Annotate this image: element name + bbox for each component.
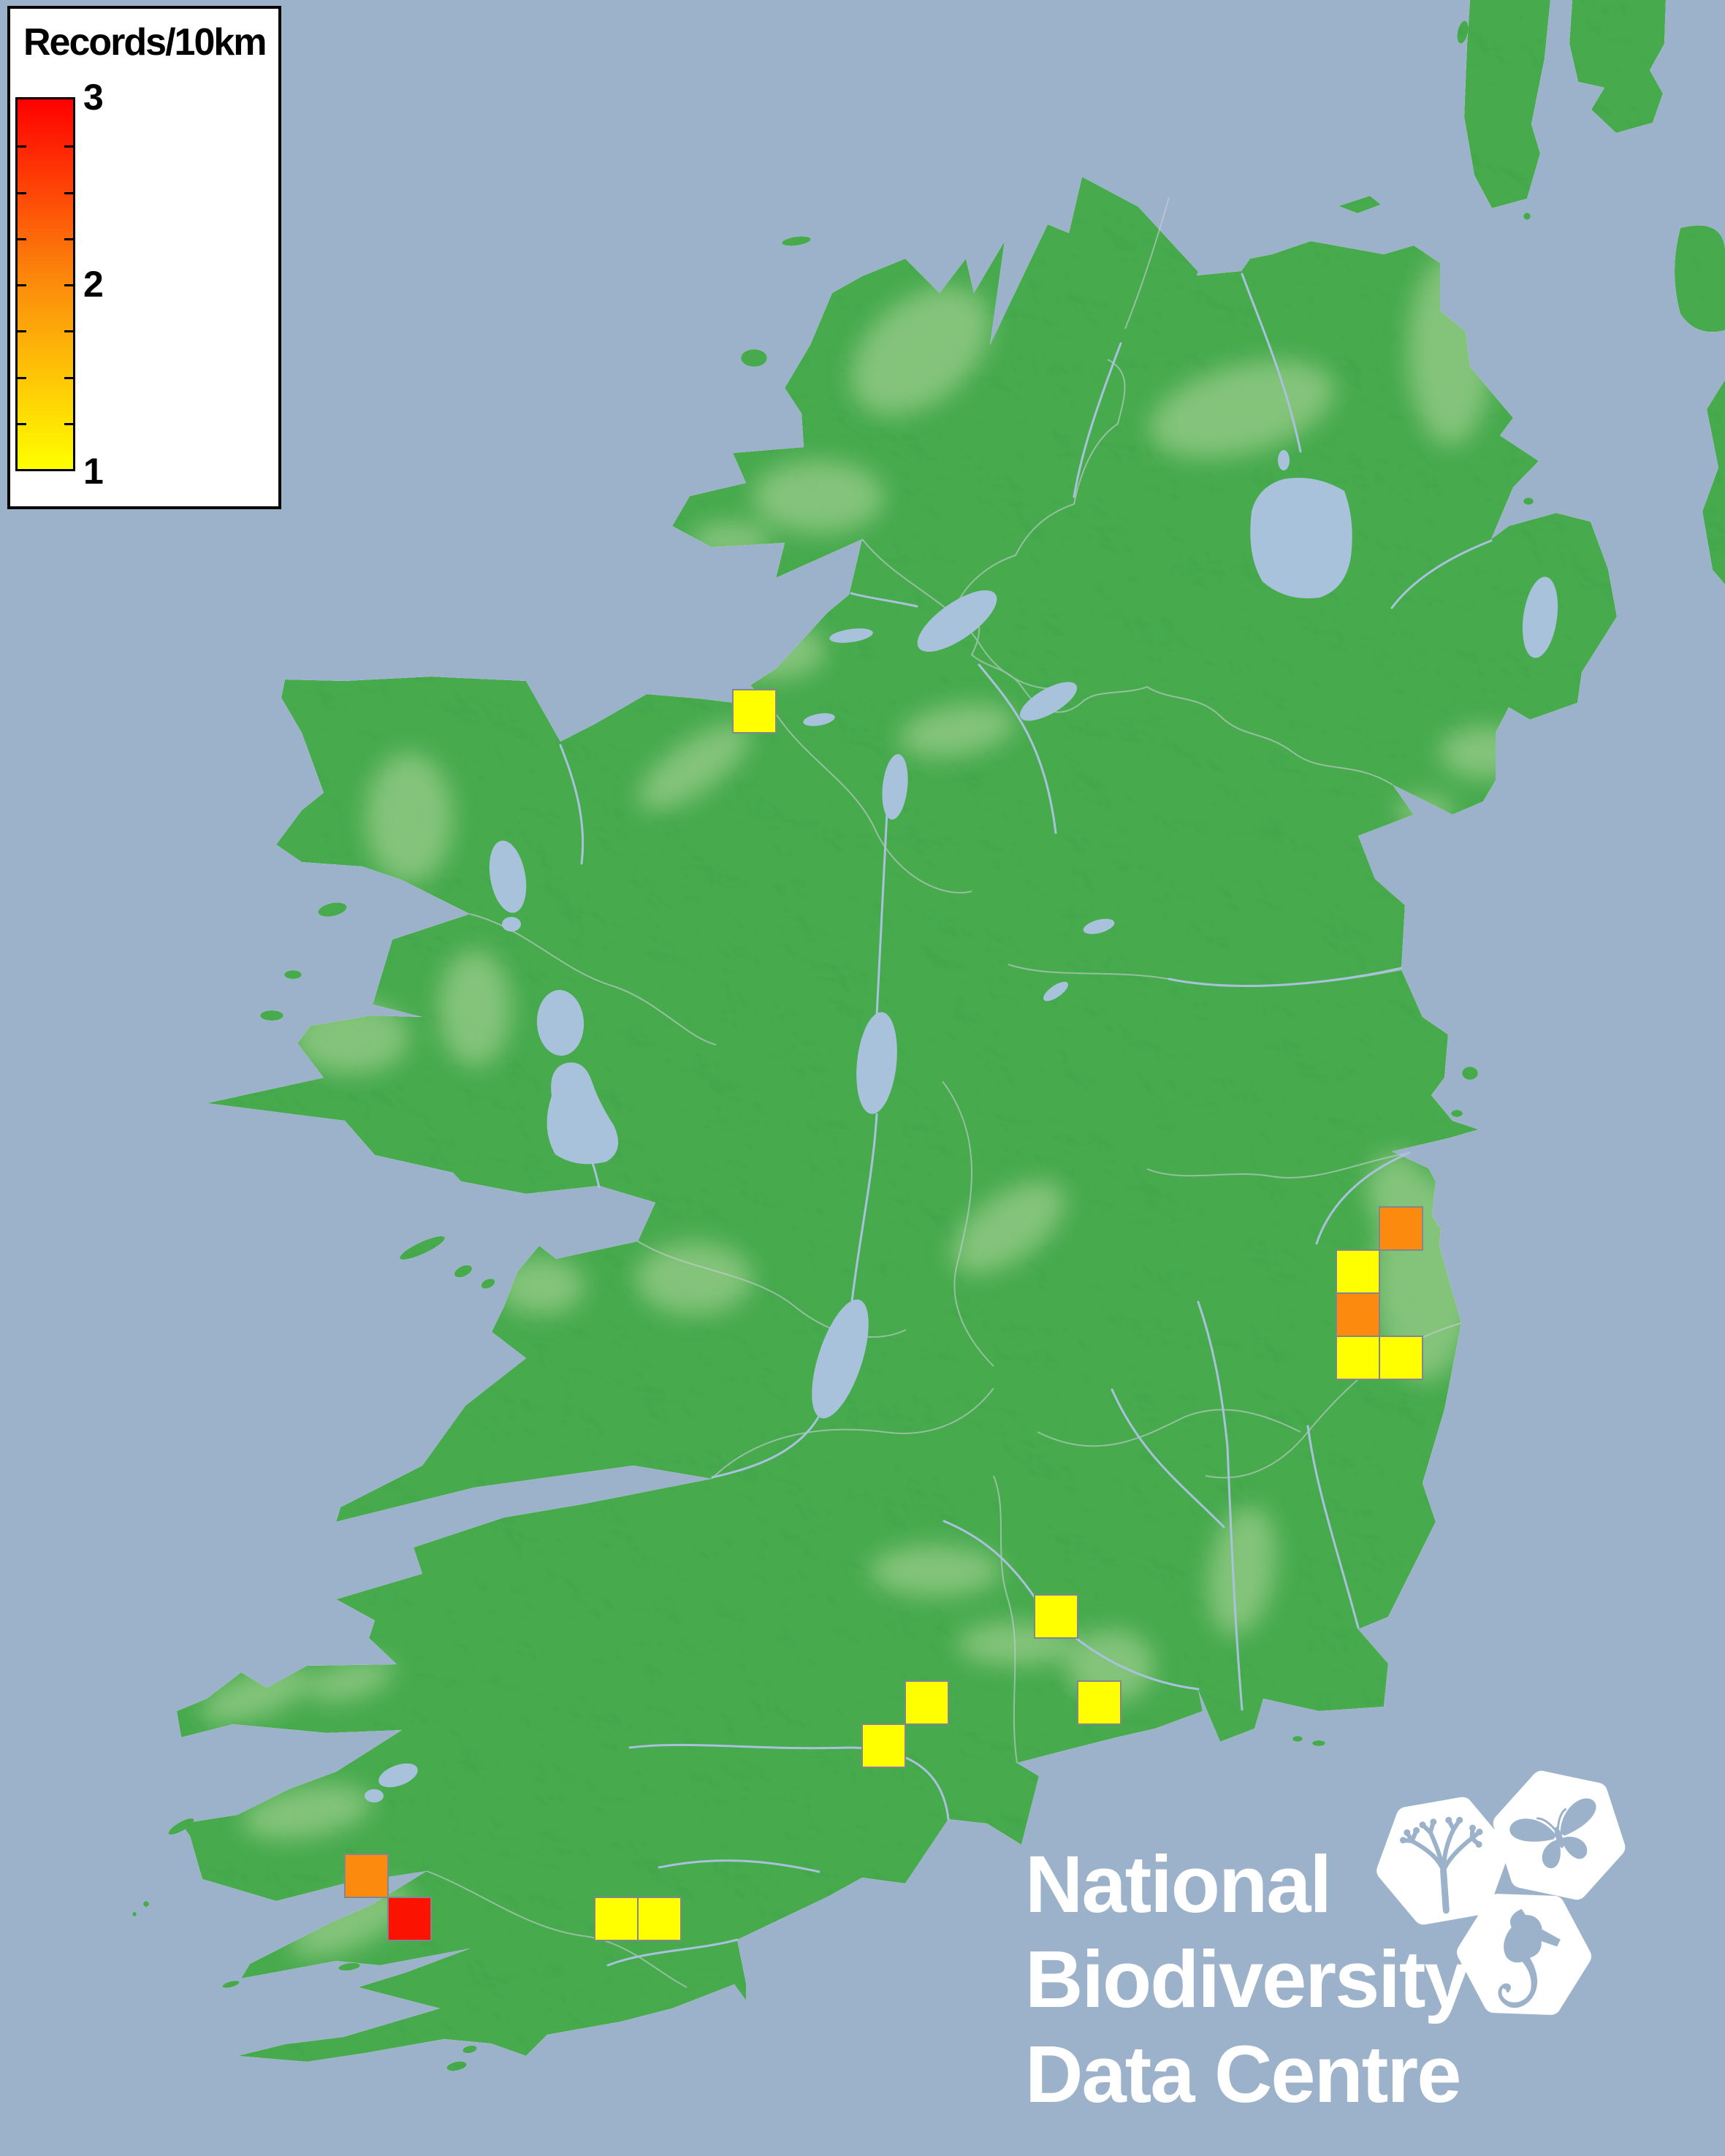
nbdc-logo-text: National Biodiversity Data Centre Docume… (1025, 1837, 1469, 2122)
island-irelands-eye (1451, 1110, 1463, 1117)
river-foyle (1073, 342, 1122, 498)
map-legend: Records/10km 3 2 1 (7, 6, 281, 509)
lake-mask (536, 990, 584, 1056)
record-cell[interactable] (594, 1897, 639, 1941)
landmass-kintyre (1464, 0, 1550, 208)
nbdc-logo: National Biodiversity Data Centre Docume… (1021, 1764, 1694, 2156)
lake-conn (489, 840, 527, 913)
logo-title-line3: Data Centre (1025, 2030, 1461, 2119)
legend-label-max: 3 (83, 77, 104, 118)
river-blackwater (628, 1743, 950, 1821)
island-lambay (1462, 1067, 1478, 1080)
record-grid-squares (344, 689, 1423, 1941)
lake-gill (803, 713, 835, 726)
seahorse-icon (1498, 1908, 1561, 2008)
river-moy (559, 744, 584, 865)
island-clear (446, 2061, 467, 2071)
logo-title-line1: National (1025, 1840, 1332, 1930)
lake-strangford (1522, 576, 1558, 658)
island-copeland (1523, 498, 1534, 505)
record-cell[interactable] (637, 1897, 682, 1941)
record-cell[interactable] (1034, 1594, 1078, 1639)
lake-sheelin (1083, 918, 1115, 934)
island-skellig (143, 1901, 149, 1907)
lake-erne-upper (1019, 682, 1078, 721)
lake-caragh (365, 1789, 384, 1802)
lake-ree (856, 1012, 897, 1114)
record-cell[interactable] (905, 1680, 949, 1725)
island-sherkin (462, 2045, 477, 2054)
river-nore (1111, 1388, 1225, 1528)
rivers (559, 273, 1493, 1967)
lake-leane (378, 1763, 418, 1788)
river-barrow (1197, 1300, 1244, 1711)
lake-corrib (547, 1062, 619, 1165)
legend-color-scale (15, 97, 75, 471)
river-lee (658, 1859, 820, 1873)
island-saltee-2 (1292, 1736, 1303, 1742)
lake-derravaragh (1043, 981, 1069, 1002)
lake-neagh (1250, 478, 1352, 599)
logo-title-line2: Biodiversity (1025, 1935, 1469, 2024)
county-boundaries (426, 197, 1462, 1988)
record-cell[interactable] (1336, 1336, 1380, 1380)
island-inishbofin (260, 1010, 283, 1021)
record-cell[interactable] (387, 1897, 432, 1941)
island-saltee (1312, 1740, 1325, 1746)
lakes (365, 450, 1558, 1802)
island-dursey (222, 1981, 240, 1988)
record-cell[interactable] (861, 1723, 906, 1768)
river-shannon-upper (875, 796, 889, 1017)
island-sanda (1523, 213, 1531, 220)
island-tory (782, 236, 811, 246)
river-shannon-lower (711, 1416, 820, 1479)
record-cell[interactable] (1336, 1292, 1380, 1337)
island-clare (318, 902, 347, 917)
landmass-islay (1569, 0, 1666, 133)
lake-cullin (502, 917, 521, 932)
record-cell[interactable] (1336, 1249, 1380, 1294)
island-valentia (168, 1818, 194, 1835)
island-inisheer (481, 1279, 495, 1289)
island-whiddy (459, 1931, 472, 1940)
legend-label-mid: 2 (83, 264, 104, 305)
landmass-arran (1675, 225, 1725, 332)
record-cell[interactable] (1379, 1336, 1423, 1380)
lake-allen (882, 754, 908, 820)
island-arranmore (741, 349, 767, 367)
record-cell[interactable] (732, 689, 777, 734)
lake-melvin (829, 628, 873, 643)
river-erne (850, 592, 1057, 834)
island-bere (338, 1962, 360, 1971)
river-liffey (1315, 1151, 1411, 1245)
island-inishturk (284, 970, 302, 979)
lake-beg (1278, 450, 1290, 471)
lake-derg (812, 1299, 869, 1419)
island-gigha (1457, 20, 1469, 44)
record-cell[interactable] (1077, 1680, 1122, 1725)
legend-label-min: 1 (83, 451, 104, 492)
island-inishmaan (454, 1265, 473, 1278)
record-cell[interactable] (1379, 1206, 1423, 1251)
island-rathlin (1339, 196, 1381, 213)
legend-title: Records/10km (23, 21, 267, 64)
river-lagan (1390, 539, 1493, 609)
river-corrib-out (591, 1162, 601, 1189)
plant-icon (1399, 1816, 1483, 1914)
river-bandon (606, 1938, 739, 1967)
butterfly-icon (1509, 1798, 1596, 1869)
island-inishmore (400, 1235, 445, 1260)
legend-scale-labels: 3 2 1 (83, 79, 142, 490)
river-slaney (1306, 1425, 1360, 1629)
river-shannon-mid (850, 1113, 878, 1309)
river-bann (1241, 273, 1302, 453)
landmass-galloway (1702, 380, 1725, 584)
record-cell[interactable] (344, 1854, 389, 1898)
river-boyne (1168, 967, 1403, 987)
nbdc-logo-hexagons (1376, 1770, 1626, 2015)
lake-erne-lower (917, 590, 997, 652)
island-skellig-2 (132, 1912, 137, 1916)
